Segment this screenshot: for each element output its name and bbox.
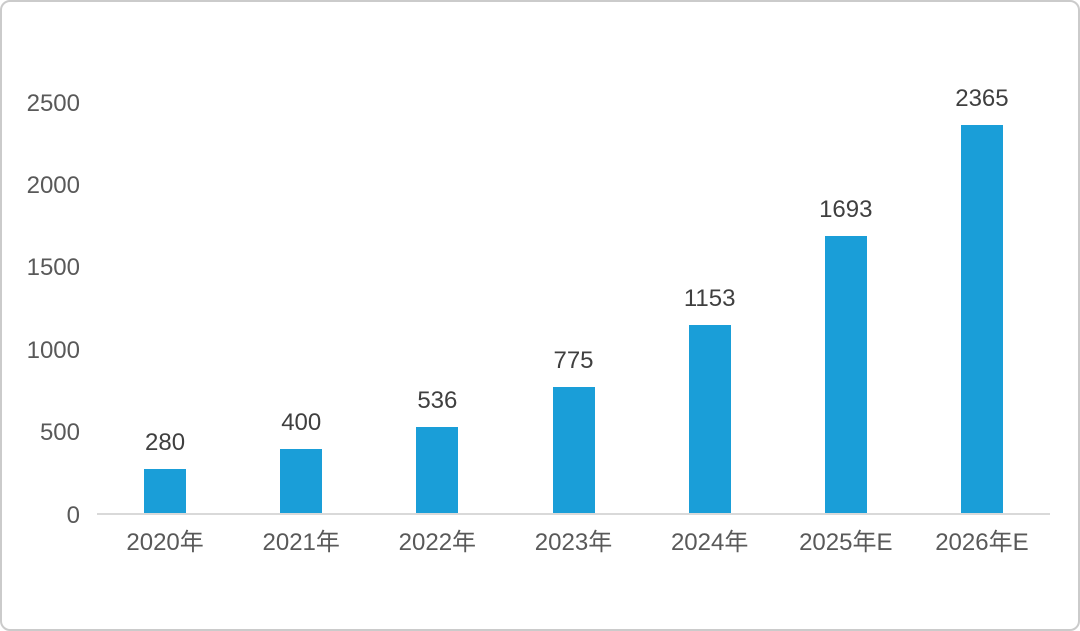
x-axis-category-label: 2024年 xyxy=(670,529,749,556)
y-axis-tick-label: 1500 xyxy=(26,254,80,282)
x-axis-category-label: 2026年E xyxy=(935,529,1029,556)
x-axis-category-label: 2021年 xyxy=(262,529,340,556)
bar-value-label: 1153 xyxy=(683,285,736,312)
bar xyxy=(144,469,187,513)
bar-value-label: 1693 xyxy=(819,196,873,223)
y-axis-tick-label: 1000 xyxy=(26,336,80,364)
x-axis-category-label: 2020年 xyxy=(126,529,204,556)
x-axis-line xyxy=(97,513,1050,515)
x-axis-category-label: 2025年E xyxy=(799,529,893,556)
x-axis-category-label: 2022年 xyxy=(398,529,477,556)
bar-value-label: 400 xyxy=(281,409,322,436)
bar xyxy=(688,325,731,513)
bar-value-label: 775 xyxy=(553,347,594,374)
bar xyxy=(552,387,595,513)
bar xyxy=(280,449,323,513)
x-axis-category-label: 2023年 xyxy=(534,529,613,556)
bar xyxy=(824,236,867,513)
bar-value-label: 2365 xyxy=(955,85,1009,112)
bar xyxy=(960,125,1003,513)
bar-value-label: 536 xyxy=(417,387,458,414)
y-axis-tick-label: 2500 xyxy=(26,89,80,117)
y-axis-tick-label: 2000 xyxy=(26,171,80,199)
bar-value-label: 280 xyxy=(145,429,186,456)
y-axis-tick-label: 0 xyxy=(66,501,80,529)
y-axis-tick-label: 500 xyxy=(39,419,80,447)
bar xyxy=(416,427,459,513)
